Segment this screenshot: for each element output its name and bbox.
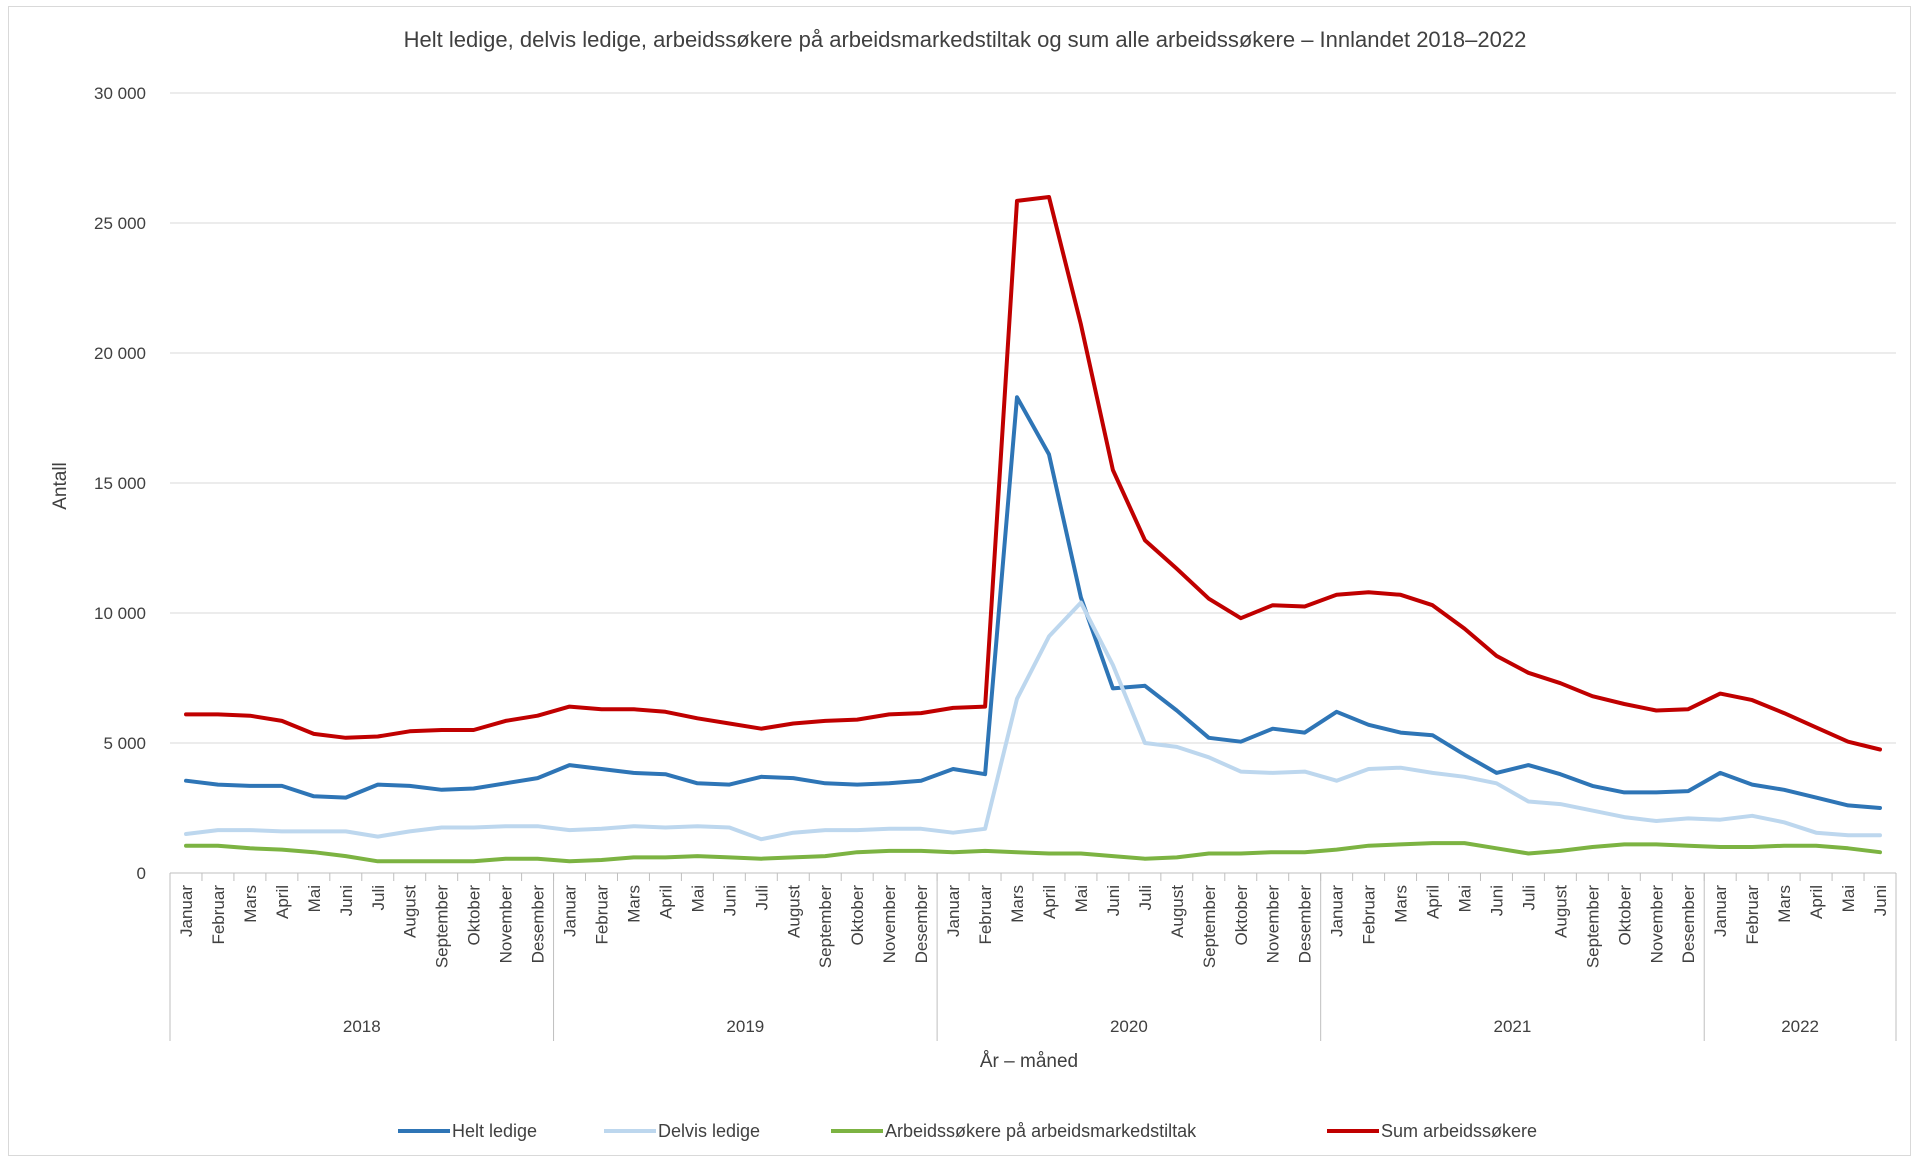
x-tick-label: September [816, 885, 835, 968]
x-tick-label: November [497, 885, 516, 964]
x-tick-label: Juni [1487, 885, 1506, 916]
legend-label: Sum arbeidssøkere [1381, 1121, 1537, 1141]
x-axis-title: År – måned [980, 1051, 1078, 1072]
y-tick-label: 30 000 [94, 84, 146, 103]
y-tick-label: 0 [137, 864, 146, 883]
x-tick-label: Desember [1679, 885, 1698, 964]
x-tick-label: Mai [1456, 885, 1475, 912]
x-tick-label: April [656, 885, 675, 919]
x-tick-label: Juli [752, 885, 771, 911]
y-tick-label: 25 000 [94, 214, 146, 233]
series-line-2 [184, 841, 1882, 864]
x-tick-label: Februar [1360, 885, 1379, 945]
x-tick-label: Juli [1519, 885, 1538, 911]
year-label: 2018 [343, 1017, 381, 1036]
x-tick-label: Juli [369, 885, 388, 911]
chart-title: Helt ledige, delvis ledige, arbeidssøker… [404, 27, 1527, 52]
legend: Helt ledige Delvis ledige Arbeidssøkere på… [398, 1121, 1537, 1141]
x-tick-label: Mars [1392, 885, 1411, 923]
x-tick-label: Januar [1328, 885, 1347, 937]
y-tick-label: 10 000 [94, 604, 146, 623]
x-tick-label: Mai [1072, 885, 1091, 912]
x-axis: Januar Februar Mars April Mai Juni Juli August S… [169, 872, 1897, 1041]
x-tick-label: Mars [1775, 885, 1794, 923]
x-tick-label: September [433, 885, 452, 968]
x-tick-label: November [880, 885, 899, 964]
legend-label: Helt ledige [452, 1121, 537, 1141]
series-line-0 [184, 395, 1882, 810]
x-tick-label: August [1168, 885, 1187, 938]
x-tick-label: August [1551, 885, 1570, 938]
x-tick-label: Juni [720, 885, 739, 916]
x-tick-label: September [1200, 885, 1219, 968]
y-tick-label: 20 000 [94, 344, 146, 363]
x-tick-label: Oktober [1232, 885, 1251, 946]
x-tick-label: Mai [305, 885, 324, 912]
x-tick-label: Mars [241, 885, 260, 923]
x-tick-label: Januar [1711, 885, 1730, 937]
x-tick-label: April [1807, 885, 1826, 919]
x-tick-label: Mai [688, 885, 707, 912]
x-tick-label: September [1583, 885, 1602, 968]
x-tick-label: Mai [1839, 885, 1858, 912]
year-label: 2019 [726, 1017, 764, 1036]
x-tick-label: August [784, 885, 803, 938]
x-tick-label: August [401, 885, 420, 938]
series-line-3 [184, 195, 1882, 752]
x-tick-label: Desember [529, 885, 548, 964]
year-label: 2020 [1110, 1017, 1148, 1036]
x-tick-label: Mars [624, 885, 643, 923]
x-tick-label: Januar [944, 885, 963, 937]
y-tick-label: 15 000 [94, 474, 146, 493]
x-tick-label: April [1424, 885, 1443, 919]
x-tick-label: Juni [1104, 885, 1123, 916]
x-tick-label: Desember [1296, 885, 1315, 964]
x-tick-label: Juli [1136, 885, 1155, 911]
y-axis-ticks: 0 5 000 10 000 15 000 20 000 25 000 30 000 [94, 84, 146, 883]
x-tick-label: Februar [1743, 885, 1762, 945]
x-tick-label: November [1264, 885, 1283, 964]
legend-label: Arbeidssøkere på arbeidsmarkedstiltak [885, 1121, 1197, 1141]
chart-frame [8, 6, 1911, 1156]
x-tick-label: Mars [1008, 885, 1027, 923]
x-tick-label: Oktober [1615, 885, 1634, 946]
x-tick-label: Februar [976, 885, 995, 945]
x-tick-label: Januar [561, 885, 580, 937]
year-label: 2021 [1494, 1017, 1532, 1036]
x-tick-label: Januar [177, 885, 196, 937]
x-tick-label: Oktober [848, 885, 867, 946]
x-tick-label: April [1040, 885, 1059, 919]
x-tick-label: Februar [209, 885, 228, 945]
x-tick-label: Juni [337, 885, 356, 916]
x-tick-label: April [273, 885, 292, 919]
year-label: 2022 [1781, 1017, 1819, 1036]
x-tick-label: Oktober [465, 885, 484, 946]
series-lines [184, 195, 1882, 864]
x-tick-label: Desember [912, 885, 931, 964]
x-tick-label: Juni [1871, 885, 1890, 916]
series-line-1 [184, 600, 1882, 842]
legend-label: Delvis ledige [658, 1121, 760, 1141]
y-tick-label: 5 000 [103, 734, 146, 753]
x-tick-label: November [1647, 885, 1666, 964]
x-tick-label: Februar [593, 885, 612, 945]
gridlines [170, 92, 1896, 744]
y-axis-title: Antall [50, 462, 71, 510]
